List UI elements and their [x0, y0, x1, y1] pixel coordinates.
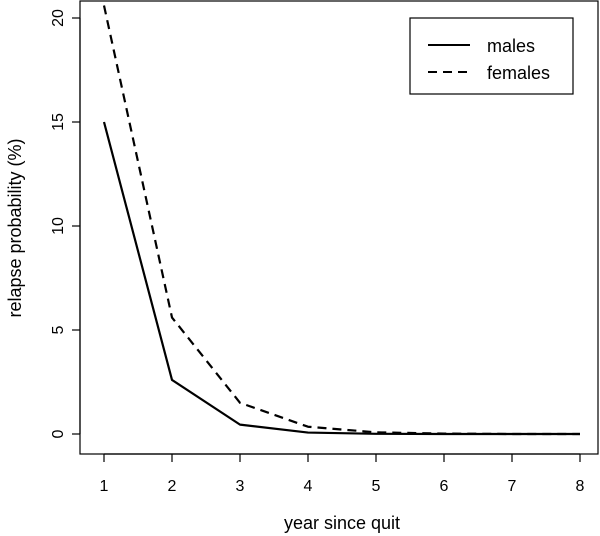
- legend-label-females: females: [487, 63, 550, 83]
- x-axis-label: year since quit: [284, 513, 400, 533]
- x-tick-label: 5: [372, 478, 381, 495]
- y-tick-label: 15: [50, 113, 67, 131]
- legend: males females: [409, 17, 574, 95]
- y-axis-label: relapse probability (%): [5, 138, 25, 317]
- series-line-males: [102, 121, 580, 436]
- y-tick-label: 10: [50, 217, 67, 235]
- x-tick-label: 4: [304, 478, 313, 495]
- series-line-females: [102, 5, 580, 436]
- y-tick-label: 0: [50, 429, 67, 438]
- x-tick-label: 3: [236, 478, 245, 495]
- x-tick-label: 2: [168, 478, 177, 495]
- x-tick-label: 1: [100, 478, 109, 495]
- y-tick-label: 20: [50, 9, 67, 27]
- legend-label-males: males: [487, 36, 535, 56]
- y-axis: 0 5 10 15 20: [50, 9, 81, 438]
- legend-box: [409, 17, 574, 95]
- series-layer: [102, 5, 580, 436]
- x-tick-label: 6: [440, 478, 449, 495]
- x-tick-label: 7: [508, 478, 517, 495]
- y-tick-label: 5: [50, 325, 67, 334]
- x-axis: 1 2 3 4 5 6 7 8: [100, 453, 585, 495]
- x-tick-label: 8: [576, 478, 585, 495]
